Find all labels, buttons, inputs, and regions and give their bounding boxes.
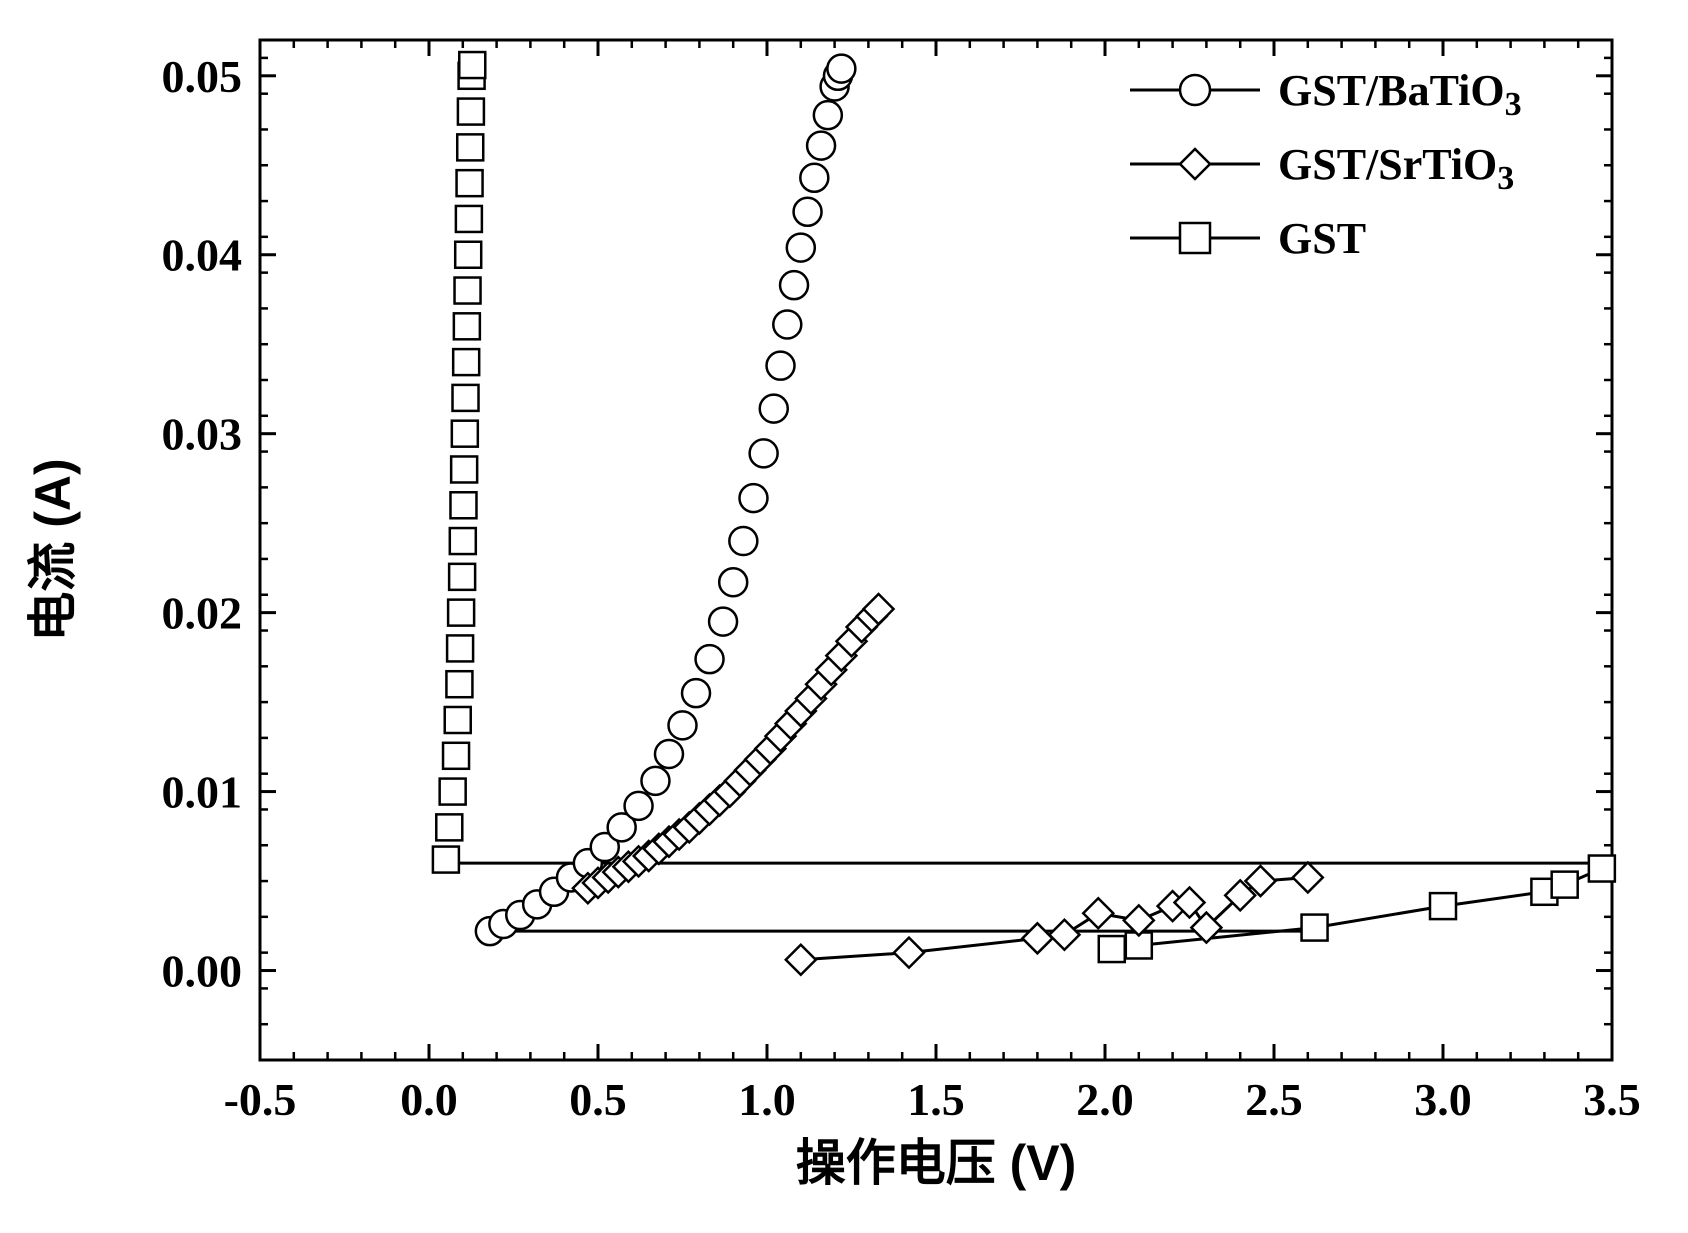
x-tick-label: 0.5 <box>569 1074 627 1125</box>
legend: GST/BaTiO3 GST/SrTiO3 GST <box>1130 66 1522 263</box>
x-tick-label: 2.0 <box>1076 1074 1134 1125</box>
series-GST/SrTiO3 <box>573 594 1323 975</box>
x-tick-label: 3.5 <box>1583 1074 1641 1125</box>
y-tick-label: 0.03 <box>162 409 243 460</box>
y-tick-label: 0.05 <box>162 51 243 102</box>
chart-svg: -0.5 0.0 0.5 1.0 1.5 2.0 2.5 3.0 3.5 0.00 0.01 0.02… <box>0 0 1688 1233</box>
x-tick-label: 3.0 <box>1414 1074 1472 1125</box>
y-tick-label: 0.02 <box>162 588 243 639</box>
x-tick-label: 2.5 <box>1245 1074 1303 1125</box>
x-tick-label: 1.0 <box>738 1074 796 1125</box>
y-tick-label: 0.01 <box>162 767 243 818</box>
y-axis-title: 电流 (A) <box>25 458 81 641</box>
legend-label: GST/BaTiO3 <box>1278 66 1522 123</box>
legend-label: GST <box>1278 214 1366 263</box>
y-tick-label: 0.00 <box>162 946 243 997</box>
x-tick-label: 1.5 <box>907 1074 965 1125</box>
x-axis-title: 操作电压 (V) <box>796 1135 1077 1191</box>
chart-container: -0.5 0.0 0.5 1.0 1.5 2.0 2.5 3.0 3.5 0.00 0.01 0.02… <box>0 0 1688 1233</box>
legend-label: GST/SrTiO3 <box>1278 140 1514 197</box>
y-tick-label: 0.04 <box>162 230 243 281</box>
x-tick-label: 0.0 <box>400 1074 458 1125</box>
series-GST/BaTiO3 <box>476 55 856 946</box>
x-tick-label: -0.5 <box>224 1074 297 1125</box>
